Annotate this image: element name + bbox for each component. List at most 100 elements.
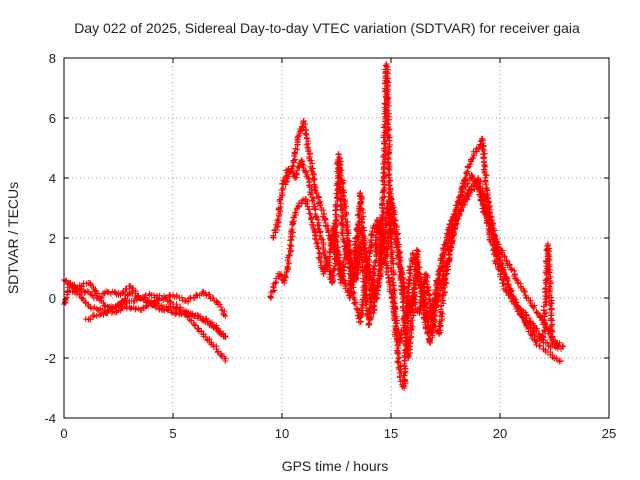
- interpolated-marks: [161, 291, 174, 302]
- data-point: [431, 301, 438, 307]
- interpolated-marks: [339, 187, 352, 234]
- interpolated-marks: [324, 223, 338, 271]
- y-tick-label: -2: [44, 351, 56, 366]
- interpolated-marks: [492, 242, 504, 264]
- interpolated-marks: [496, 260, 507, 276]
- interpolated-marks: [331, 221, 345, 286]
- interpolated-marks: [203, 315, 219, 331]
- y-tick-label: 4: [49, 171, 56, 186]
- data-point: [222, 334, 229, 340]
- y-tick-label: 2: [49, 231, 56, 246]
- interpolated-marks: [405, 309, 417, 360]
- interpolated-marks: [537, 342, 547, 353]
- data-point: [272, 280, 279, 286]
- interpolated-marks: [478, 137, 491, 198]
- data-point: [222, 313, 229, 319]
- data-point: [558, 358, 565, 364]
- y-tick-label: -4: [44, 411, 56, 426]
- interpolated-marks: [170, 300, 185, 313]
- interpolated-marks: [185, 294, 197, 305]
- x-tick-label: 15: [384, 426, 398, 441]
- x-tick-label: 5: [169, 426, 176, 441]
- interpolated-marks: [311, 205, 324, 239]
- interpolated-marks: [62, 277, 76, 290]
- interpolated-marks: [544, 243, 557, 344]
- interpolated-marks: [364, 224, 378, 269]
- interpolated-marks: [514, 277, 527, 294]
- interpolated-marks: [72, 282, 83, 296]
- interpolated-marks: [501, 254, 513, 269]
- data-point: [292, 175, 299, 181]
- interpolated-marks: [279, 167, 291, 187]
- interpolated-marks: [305, 146, 316, 174]
- interpolated-marks: [443, 217, 455, 237]
- x-tick-label: 20: [493, 426, 507, 441]
- x-axis-title: GPS time / hours: [282, 458, 389, 474]
- series-track-c: [69, 279, 229, 364]
- interpolated-marks: [391, 217, 404, 263]
- plot-frame: [63, 57, 610, 419]
- interpolated-marks: [318, 206, 329, 224]
- series-track-e: [270, 61, 565, 391]
- interpolated-marks: [463, 187, 474, 203]
- data-point: [180, 310, 187, 316]
- interpolated-marks: [413, 248, 425, 294]
- interpolated-marks: [281, 260, 292, 284]
- data-point: [409, 307, 416, 313]
- interpolated-marks: [291, 132, 303, 157]
- data-point: [468, 187, 475, 193]
- interpolated-marks: [171, 309, 185, 318]
- interpolated-marks: [289, 206, 300, 225]
- data-point: [222, 358, 229, 364]
- interpolated-marks: [284, 221, 297, 263]
- interpolated-marks: [335, 151, 347, 193]
- interpolated-marks: [467, 152, 478, 168]
- interpolated-marks: [365, 277, 377, 328]
- interpolated-marks: [200, 290, 214, 302]
- interpolated-marks: [355, 221, 367, 241]
- data-point: [69, 283, 76, 289]
- interpolated-marks: [270, 221, 281, 241]
- interpolated-marks: [389, 302, 404, 344]
- interpolated-marks: [520, 307, 530, 318]
- interpolated-marks: [455, 201, 468, 217]
- interpolated-marks: [457, 176, 468, 199]
- interpolated-marks: [85, 312, 98, 323]
- x-tick-label: 10: [275, 426, 289, 441]
- tick-labels: 0 5 10 15 20 25 -4 -2 0 2 4 6 8: [44, 51, 616, 441]
- interpolated-marks: [105, 288, 120, 298]
- data-point: [331, 220, 338, 226]
- data-point: [191, 313, 198, 319]
- interpolated-marks: [274, 191, 286, 225]
- data-point: [217, 304, 224, 310]
- interpolated-marks: [474, 186, 487, 209]
- interpolated-marks: [192, 322, 207, 340]
- data-marks: [61, 61, 567, 391]
- interpolated-marks: [505, 284, 517, 299]
- interpolated-marks: [527, 299, 540, 316]
- data-point: [305, 175, 312, 181]
- interpolated-marks: [454, 193, 463, 209]
- interpolated-marks: [302, 197, 313, 217]
- interpolated-marks: [171, 292, 180, 300]
- y-axis-title: SDTVAR / TECUs: [5, 182, 21, 294]
- interpolated-marks: [535, 310, 546, 324]
- y-tick-label: 0: [49, 291, 56, 306]
- interpolated-marks: [391, 327, 404, 373]
- interpolated-marks: [383, 195, 395, 259]
- interpolated-marks: [313, 190, 324, 209]
- series-track-h: [335, 135, 565, 361]
- data-point: [505, 283, 512, 289]
- y-tick-label: 8: [49, 51, 56, 66]
- interpolated-marks: [117, 297, 130, 308]
- interpolated-marks: [318, 236, 332, 271]
- data-point: [337, 280, 344, 286]
- x-tick-label: 0: [60, 426, 67, 441]
- series-track-d: [82, 288, 229, 323]
- interpolated-marks: [501, 273, 512, 288]
- interpolated-marks: [488, 216, 499, 245]
- interpolated-marks: [551, 341, 559, 348]
- data-point: [340, 187, 347, 193]
- chart-title: Day 022 of 2025, Sidereal Day-to-day VTE…: [74, 20, 580, 36]
